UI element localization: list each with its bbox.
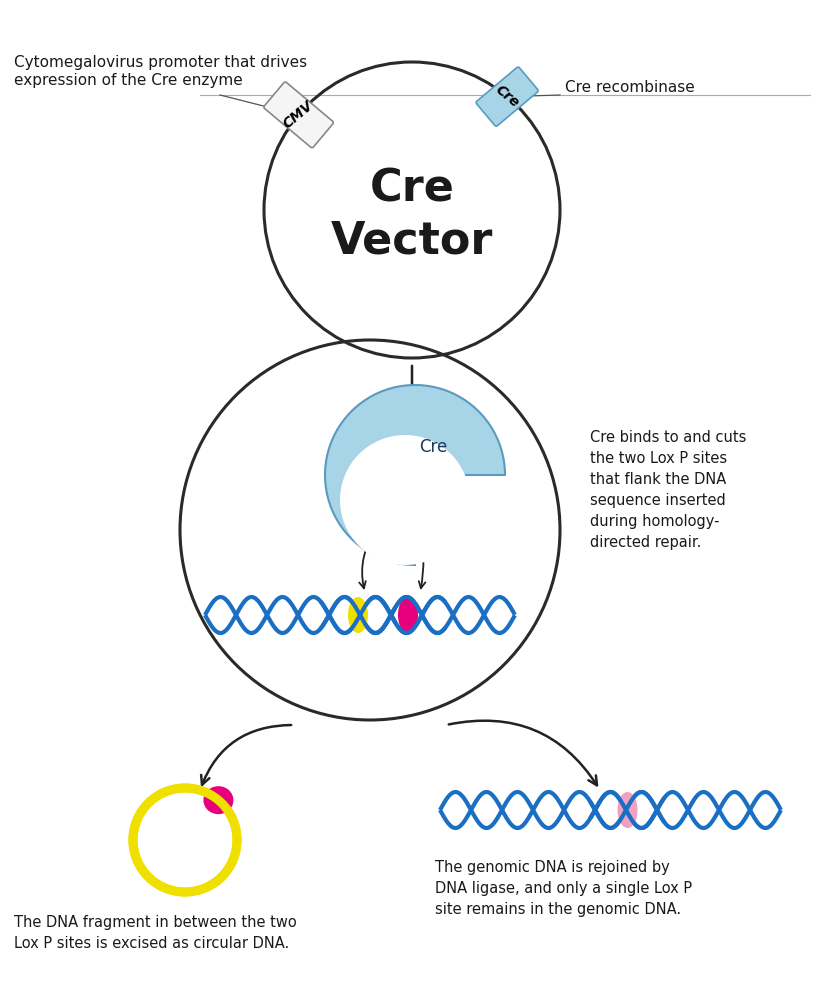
Text: The DNA fragment in between the two
Lox P sites is excised as circular DNA.: The DNA fragment in between the two Lox …	[14, 915, 297, 951]
Text: CMV: CMV	[281, 98, 316, 131]
Circle shape	[340, 435, 470, 565]
Text: expression of the Cre enzyme: expression of the Cre enzyme	[14, 73, 243, 88]
Text: Cre binds to and cuts
the two Lox P sites
that flank the DNA
sequence inserted
d: Cre binds to and cuts the two Lox P site…	[590, 430, 747, 550]
Text: Cytomegalovirus promoter that drives: Cytomegalovirus promoter that drives	[14, 55, 307, 70]
Wedge shape	[325, 385, 505, 565]
Text: The genomic DNA is rejoined by
DNA ligase, and only a single Lox P
site remains : The genomic DNA is rejoined by DNA ligas…	[435, 860, 692, 917]
Text: Cre
Vector: Cre Vector	[330, 168, 494, 262]
FancyBboxPatch shape	[264, 82, 334, 148]
Text: Cre: Cre	[493, 83, 522, 110]
Ellipse shape	[398, 597, 418, 633]
FancyBboxPatch shape	[476, 67, 538, 126]
Ellipse shape	[617, 792, 638, 828]
Text: Cre: Cre	[419, 438, 447, 456]
Text: Cre recombinase: Cre recombinase	[565, 80, 695, 95]
Ellipse shape	[348, 597, 368, 633]
Ellipse shape	[204, 786, 233, 814]
